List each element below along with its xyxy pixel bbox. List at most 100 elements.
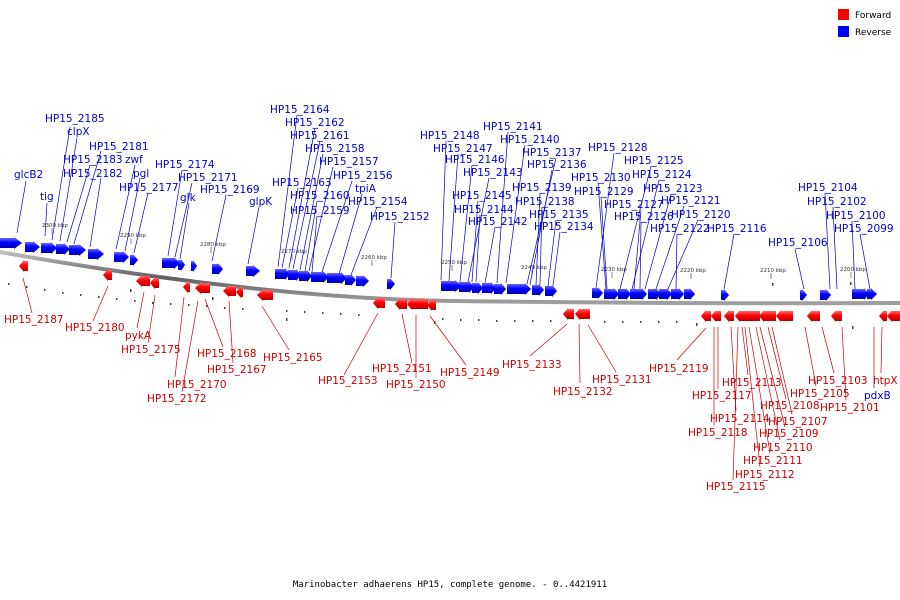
gene-arrow [852, 288, 869, 300]
gene-label: HP15_2111 [743, 455, 803, 467]
gene-arrow [69, 244, 86, 256]
scale-ticks: 2300 kbp 2290 kbp 2280 kbp 2270 kbp 2260… [42, 223, 866, 279]
legend: Forward Reverse [838, 9, 892, 38]
gene-arrow [56, 243, 70, 255]
gene-label: HP15_2162 [285, 117, 345, 129]
gene-label: HP15_2182 [63, 168, 123, 180]
gene-label: HP15_2104 [798, 182, 858, 194]
gene-arrow [807, 310, 820, 322]
gene-arrow [701, 310, 711, 322]
gene-label: HP15_2158 [305, 143, 365, 155]
tick-label: 2220 kbp [680, 268, 706, 274]
gene-label: HP15_2110 [753, 442, 813, 454]
legend-label-reverse: Reverse [855, 28, 892, 38]
gene-label: HP15_2171 [178, 172, 238, 184]
gene-label: HP15_2129 [574, 186, 634, 198]
gene-label: HP15_2142 [468, 216, 528, 228]
reverse-genes [0, 237, 877, 301]
gene-label: htpX [873, 375, 898, 387]
tick-2260-kbp: 2260 kbp [361, 255, 387, 266]
gene-arrow [482, 282, 496, 294]
gene-arrow [879, 310, 887, 322]
gene-label: HP15_2150 [386, 379, 446, 391]
gene-label: HP15_2139 [512, 182, 572, 194]
gene-arrow [136, 275, 150, 287]
gene-arrow [41, 242, 57, 254]
gene-label: HP15_2122 [650, 223, 710, 235]
gene-label: HP15_2153 [318, 375, 378, 387]
gene-label: HP15_2134 [534, 221, 594, 233]
gene-label: pykA [125, 330, 152, 342]
tick-label: 2240 kbp [521, 265, 547, 271]
tick-2200-kbp: 2200 kbp [840, 267, 866, 278]
gene-arrow [820, 289, 831, 301]
legend-swatch-forward [838, 9, 849, 20]
tick-label: 2280 kbp [200, 242, 226, 248]
tick-label: 2200 kbp [840, 267, 866, 273]
gene-arrow [275, 268, 290, 280]
gene-label: HP15_2148 [420, 130, 480, 142]
gene-label: HP15_2177 [119, 182, 179, 194]
gene-label: clpX [67, 126, 90, 138]
gene-arrow [356, 275, 369, 287]
gene-arrow [299, 270, 312, 282]
gene-label: glcB2 [14, 169, 43, 181]
gene-label: HP15_2168 [197, 348, 257, 360]
gene-label: HP15_2164 [270, 104, 330, 116]
gene-label: HP15_2112 [735, 469, 795, 481]
gene-label: HP15_2143 [463, 167, 523, 179]
gene-label: HP15_2172 [147, 393, 207, 405]
tick-label: 2230 kbp [601, 267, 627, 273]
forward-gene-labels: HP15_2187 HP15_2180 pykA HP15_2175 HP15_… [4, 314, 898, 493]
gene-label: HP15_2124 [632, 169, 692, 181]
gene-label: HP15_2187 [4, 314, 64, 326]
gene-arrow [776, 310, 793, 322]
tick-2280-kbp: 2280 kbp [200, 242, 226, 253]
reverse-leader-lines [16, 114, 871, 290]
gene-label: tpiA [355, 183, 377, 195]
gene-arrow [246, 265, 260, 277]
genome-backbone [0, 250, 900, 306]
gene-arrow [867, 288, 877, 300]
gene-label: HP15_2127 [604, 199, 664, 211]
gene-arrow [178, 259, 185, 271]
gene-arrow [507, 283, 531, 295]
tick-label: 2290 kbp [120, 233, 146, 239]
gene-arrow [887, 310, 900, 322]
gene-label: HP15_2117 [692, 390, 752, 402]
gene-arrow [494, 283, 506, 295]
tick-2300-kbp: 2300 kbp [42, 223, 68, 234]
gene-label: HP15_2101 [820, 402, 880, 414]
gene-label: HP15_2130 [571, 172, 631, 184]
gene-label: HP15_2165 [263, 352, 323, 364]
gene-label: HP15_2128 [588, 142, 648, 154]
gene-arrow [88, 248, 104, 260]
gene-label: HP15_2169 [200, 184, 260, 196]
gene-arrow [671, 288, 684, 300]
gene-arrow [427, 299, 436, 311]
gene-arrow [373, 297, 385, 309]
gene-label: HP15_2106 [768, 237, 828, 249]
gene-label: HP15_2156 [333, 170, 393, 182]
gene-arrow [162, 257, 180, 269]
gene-label: HP15_2161 [290, 130, 350, 142]
gene-label: HP15_2163 [272, 177, 332, 189]
tick-2240-kbp: 2240 kbp [521, 265, 547, 276]
gene-label: HP15_2175 [121, 344, 181, 356]
tick-label: 2300 kbp [42, 223, 68, 229]
gene-arrow [592, 287, 603, 299]
gene-label: HP15_2138 [515, 196, 575, 208]
gene-label: HP15_2116 [707, 223, 767, 235]
gene-label: HP15_2147 [433, 143, 493, 155]
gene-label: HP15_2144 [454, 204, 514, 216]
gene-arrow [212, 263, 223, 275]
gene-arrow [345, 274, 356, 286]
gene-arrow [735, 310, 760, 322]
gene-arrow [130, 254, 138, 266]
gene-arrow [618, 288, 631, 300]
gene-arrow [103, 269, 112, 281]
gene-label: HP15_2145 [452, 190, 512, 202]
gene-label: HP15_2140 [500, 134, 560, 146]
tick-2270-kbp: 2270 kbp [281, 249, 307, 260]
